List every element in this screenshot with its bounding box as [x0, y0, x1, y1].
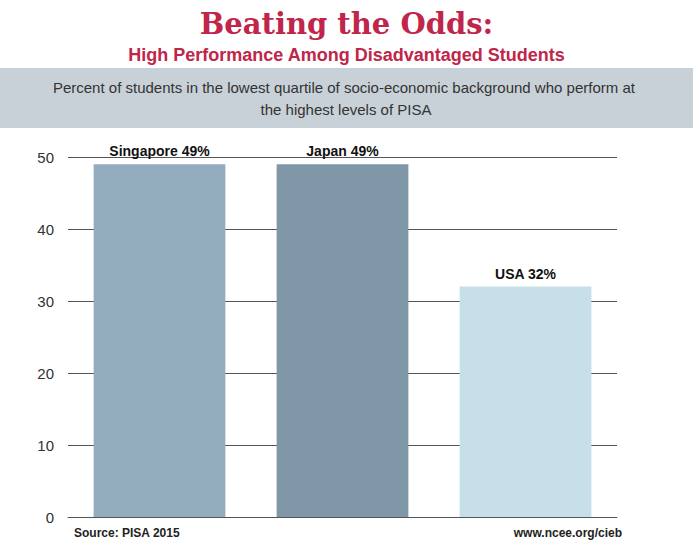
svg-text:10: 10 — [37, 437, 54, 454]
svg-text:Japan 49%: Japan 49% — [306, 143, 379, 159]
svg-text:High Performance Among Disadva: High Performance Among Disadvantaged Stu… — [128, 45, 564, 65]
svg-text:USA 32%: USA 32% — [495, 266, 557, 282]
svg-text:www.ncee.org/cieb: www.ncee.org/cieb — [513, 526, 622, 540]
svg-text:0: 0 — [46, 509, 54, 526]
svg-text:the highest levels of PISA: the highest levels of PISA — [261, 101, 432, 118]
svg-text:Beating the Odds:: Beating the Odds: — [200, 7, 494, 41]
svg-text:30: 30 — [37, 293, 54, 310]
svg-text:50: 50 — [37, 149, 54, 166]
svg-text:Singapore 49%: Singapore 49% — [109, 143, 210, 159]
svg-text:40: 40 — [37, 221, 54, 238]
svg-text:Source: PISA 2015: Source: PISA 2015 — [74, 526, 180, 540]
svg-text:20: 20 — [37, 365, 54, 382]
svg-text:Percent of students in the low: Percent of students in the lowest quarti… — [53, 79, 639, 96]
